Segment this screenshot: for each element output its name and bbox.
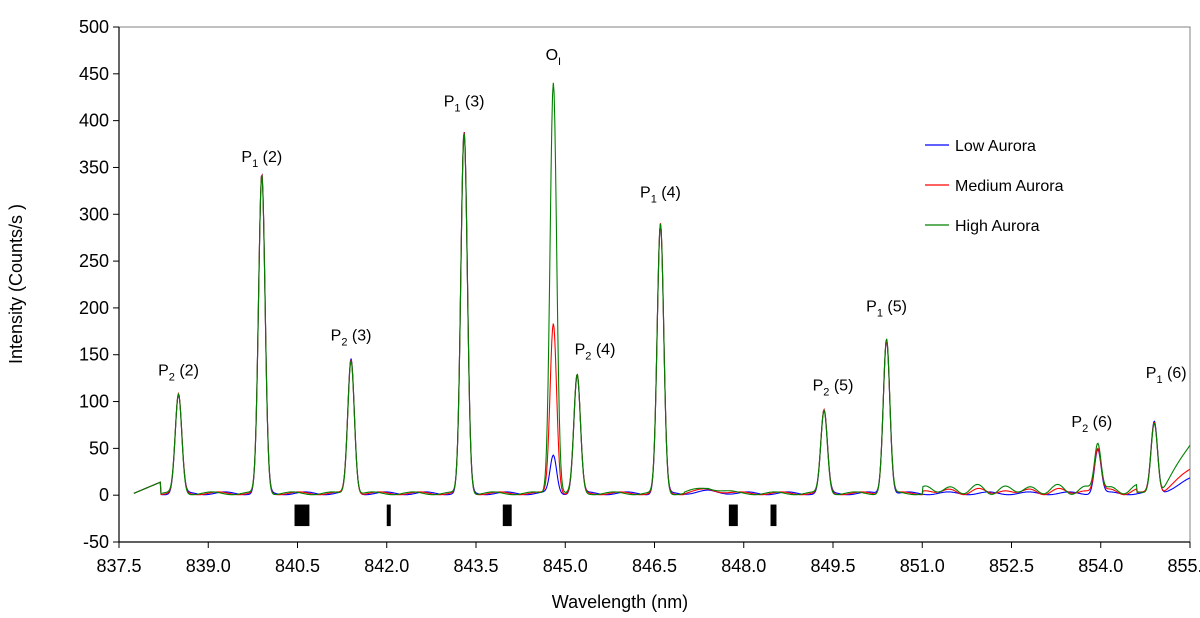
x-tick-label: 855.5 <box>1167 556 1200 576</box>
marker-bars <box>294 504 777 527</box>
peak-label-main: P <box>158 362 169 379</box>
x-tick-label: 849.5 <box>810 556 855 576</box>
peak-label-suffix: (6) <box>1163 365 1187 382</box>
y-tick-label: 300 <box>79 204 109 224</box>
y-tick-label: 150 <box>79 345 109 365</box>
peak-label-suffix: (2) <box>258 149 282 166</box>
peak-label-suffix: (5) <box>883 299 907 316</box>
legend-label: Low Aurora <box>955 138 1036 155</box>
legend-label: High Aurora <box>955 218 1040 235</box>
x-ticks: 837.5 839.0 840.5 842.0 843.5 845.0 846.5 848.0… <box>96 542 1200 576</box>
peak-label-main: O <box>546 47 558 64</box>
peak-label-sub: 2 <box>823 386 829 398</box>
x-tick-label: 840.5 <box>275 556 320 576</box>
peak-label-main: P <box>575 342 586 359</box>
x-tick-label: 839.0 <box>186 556 231 576</box>
peak-label-main: P <box>866 299 877 316</box>
x-tick-label: 837.5 <box>96 556 141 576</box>
series-lines <box>133 82 1191 496</box>
y-tick-label: 100 <box>79 392 109 412</box>
y-tick-label: 200 <box>79 298 109 318</box>
peak-label-main: P <box>241 149 252 166</box>
x-tick-label: 842.0 <box>364 556 409 576</box>
peak-label: P1 (4) <box>640 184 681 205</box>
marker-bar <box>728 504 738 527</box>
peak-label-sub: 2 <box>169 371 175 383</box>
peak-label-suffix: (3) <box>460 94 484 111</box>
x-axis-title: Wavelength (nm) <box>552 592 688 612</box>
marker-bar <box>386 504 391 527</box>
peak-label-sub: 1 <box>651 193 657 205</box>
peak-label-sub: 2 <box>1082 423 1088 435</box>
y-tick-label: -50 <box>83 532 109 552</box>
peak-label-main: P <box>813 377 824 394</box>
x-tick-label: 843.5 <box>453 556 498 576</box>
peak-label-main: P <box>640 184 651 201</box>
peak-label-sub: 1 <box>454 103 460 115</box>
y-axis-title: Intensity (Counts/s ) <box>6 204 26 364</box>
peak-label-sub: I <box>558 56 561 68</box>
marker-bar <box>502 504 512 527</box>
y-ticks: -50 0 50 100 150 200 250 300 350 400 450 500 <box>79 17 119 552</box>
peak-label: P2 (2) <box>158 362 199 383</box>
y-tick-label: 500 <box>79 17 109 37</box>
peak-label-suffix: (5) <box>829 377 853 394</box>
peak-label: P2 (4) <box>575 342 616 363</box>
peak-label-sub: 1 <box>252 158 258 170</box>
peak-label: P1 (3) <box>444 94 485 115</box>
y-tick-label: 400 <box>79 111 109 131</box>
peak-label: P1 (2) <box>241 149 282 170</box>
plot-frame <box>118 26 1191 543</box>
x-tick-label: 845.0 <box>543 556 588 576</box>
peak-label-sub: 1 <box>1156 374 1162 386</box>
peak-label: P1 (6) <box>1146 365 1187 386</box>
y-tick-label: 50 <box>89 438 109 458</box>
peak-label-suffix: (4) <box>657 184 681 201</box>
peak-label: P2 (5) <box>813 377 854 398</box>
y-tick-label: 0 <box>99 485 109 505</box>
peak-label: P1 (5) <box>866 299 907 320</box>
x-tick-label: 854.0 <box>1078 556 1123 576</box>
marker-bar <box>294 504 310 527</box>
peak-label: P2 (6) <box>1071 414 1112 435</box>
x-tick-label: 851.0 <box>900 556 945 576</box>
series-line-high-aurora <box>133 82 1191 496</box>
y-tick-label: 350 <box>79 157 109 177</box>
peak-label-suffix: (4) <box>591 342 615 359</box>
peak-label-suffix: (2) <box>175 362 199 379</box>
peak-label-suffix: (3) <box>347 328 371 345</box>
x-tick-label: 848.0 <box>721 556 766 576</box>
peak-label-main: P <box>331 328 342 345</box>
peak-label-main: P <box>1146 365 1157 382</box>
peak-label-sub: 1 <box>877 308 883 320</box>
peak-label: P2 (3) <box>331 328 372 349</box>
marker-bar <box>770 504 777 527</box>
peak-label-main: P <box>444 94 455 111</box>
peak-label-suffix: (6) <box>1088 414 1112 431</box>
legend: Low Aurora Medium Aurora High Aurora <box>925 138 1064 235</box>
y-tick-label: 450 <box>79 64 109 84</box>
peak-label-sub: 2 <box>585 351 591 363</box>
peak-label-sub: 2 <box>341 337 347 349</box>
peak-label: OI <box>546 47 562 68</box>
peak-label-main: P <box>1071 414 1082 431</box>
x-tick-label: 852.5 <box>989 556 1034 576</box>
x-tick-label: 846.5 <box>632 556 677 576</box>
y-tick-label: 250 <box>79 251 109 271</box>
legend-label: Medium Aurora <box>955 178 1064 195</box>
